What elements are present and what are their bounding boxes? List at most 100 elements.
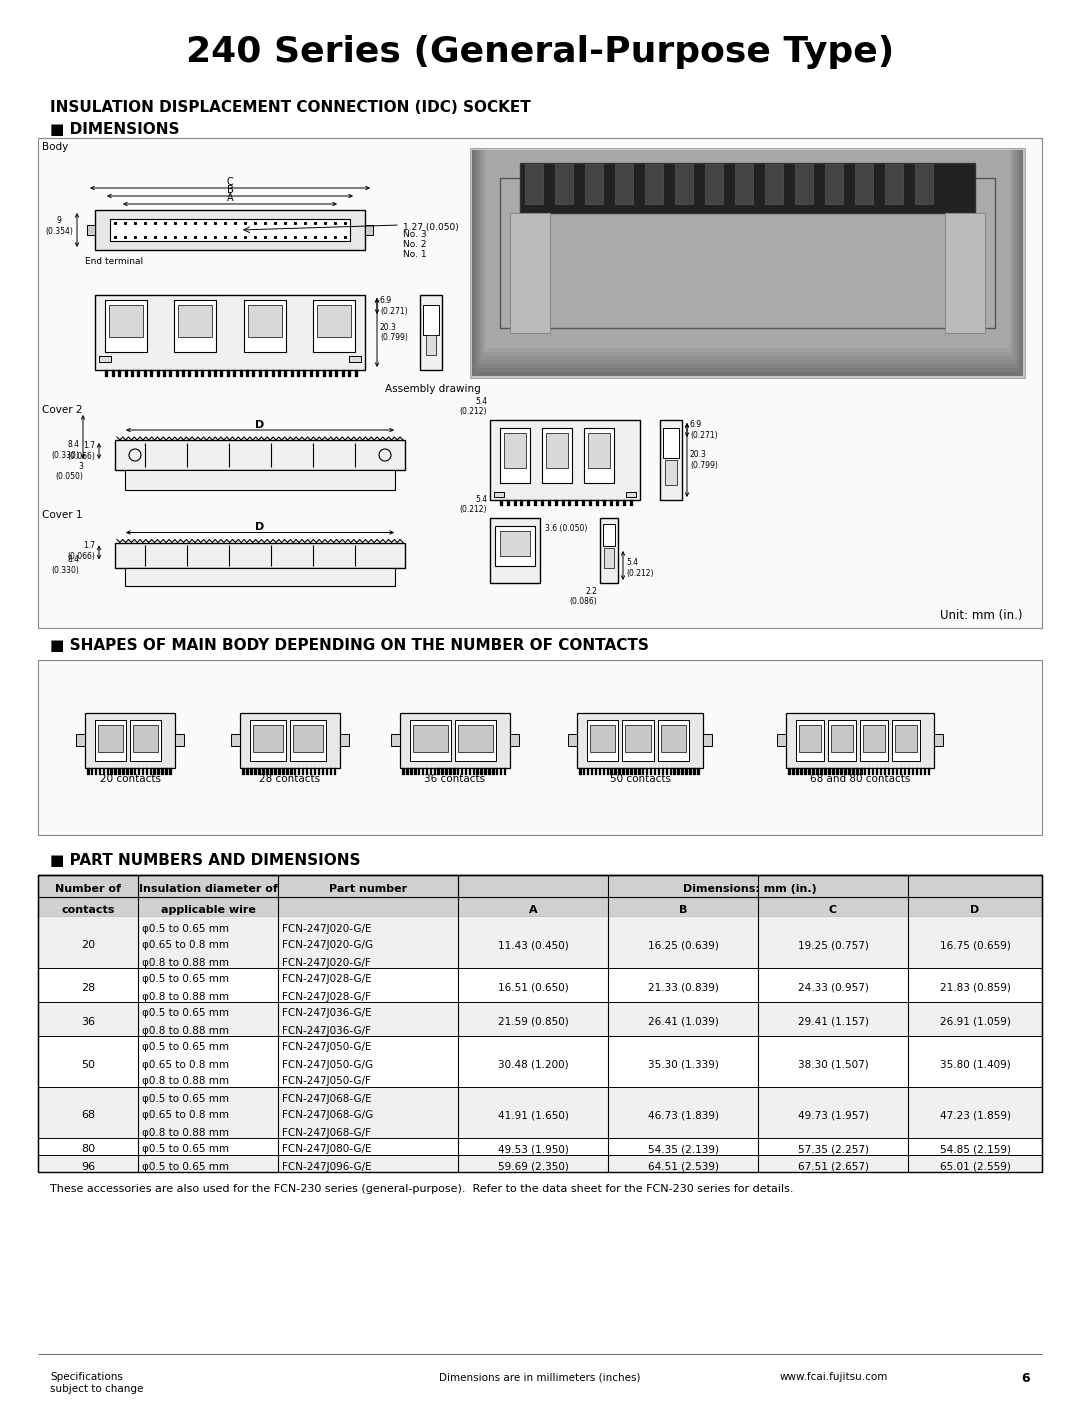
Bar: [650, 767, 652, 774]
Bar: [426, 335, 436, 355]
Bar: [306, 767, 309, 774]
Bar: [253, 725, 283, 751]
Bar: [583, 767, 585, 774]
Bar: [588, 719, 619, 760]
Bar: [137, 370, 140, 377]
Bar: [244, 300, 286, 352]
Text: 64.51 (2.539): 64.51 (2.539): [648, 1161, 718, 1172]
Bar: [231, 735, 240, 746]
Bar: [494, 492, 504, 496]
Text: 16.51 (0.650): 16.51 (0.650): [498, 983, 568, 993]
Bar: [638, 767, 640, 774]
Bar: [410, 719, 451, 760]
Bar: [500, 501, 503, 506]
Text: 6: 6: [1022, 1373, 1030, 1385]
Bar: [134, 767, 136, 774]
Bar: [473, 767, 475, 774]
Bar: [490, 517, 540, 583]
Bar: [507, 501, 510, 506]
Bar: [908, 767, 910, 774]
Bar: [868, 767, 870, 774]
Text: 47.23 (1.859): 47.23 (1.859): [940, 1110, 1011, 1120]
Bar: [476, 150, 1020, 367]
Bar: [298, 767, 300, 774]
Bar: [478, 150, 1017, 365]
Bar: [170, 767, 172, 774]
Bar: [582, 501, 585, 506]
Bar: [329, 370, 332, 377]
Bar: [313, 300, 355, 352]
Bar: [130, 767, 133, 774]
Bar: [892, 767, 894, 774]
Bar: [119, 767, 121, 774]
Bar: [95, 719, 126, 760]
Bar: [626, 492, 636, 496]
Bar: [153, 767, 156, 774]
Bar: [423, 306, 438, 335]
Text: 38.30 (1.507): 38.30 (1.507): [798, 1060, 868, 1070]
Bar: [114, 440, 405, 470]
Bar: [615, 164, 633, 205]
Bar: [157, 370, 160, 377]
Bar: [626, 767, 629, 774]
Bar: [788, 767, 791, 774]
Text: 41.91 (1.650): 41.91 (1.650): [498, 1110, 568, 1120]
Bar: [316, 370, 320, 377]
Bar: [883, 767, 887, 774]
Bar: [820, 767, 823, 774]
Text: contacts: contacts: [62, 906, 114, 916]
Bar: [310, 767, 312, 774]
Bar: [923, 767, 927, 774]
Bar: [555, 164, 573, 205]
Text: φ0.5 to 0.65 mm: φ0.5 to 0.65 mm: [141, 1094, 229, 1103]
Bar: [796, 719, 824, 760]
Bar: [588, 433, 610, 468]
Text: 67.51 (2.657): 67.51 (2.657): [797, 1161, 868, 1172]
Text: φ0.8 to 0.88 mm: φ0.8 to 0.88 mm: [141, 1077, 229, 1087]
Bar: [38, 1138, 1042, 1155]
Text: 50 contacts: 50 contacts: [609, 774, 671, 784]
Bar: [354, 370, 357, 377]
Bar: [294, 767, 297, 774]
Text: φ0.5 to 0.65 mm: φ0.5 to 0.65 mm: [141, 974, 229, 984]
Bar: [795, 164, 813, 205]
Text: FCN-247J028-G/E: FCN-247J028-G/E: [282, 974, 372, 984]
Bar: [622, 719, 653, 760]
Bar: [607, 767, 609, 774]
Bar: [604, 548, 615, 568]
Bar: [271, 370, 274, 377]
Bar: [336, 370, 338, 377]
Bar: [426, 767, 429, 774]
Text: FCN-247J036-G/F: FCN-247J036-G/F: [282, 1025, 372, 1036]
Bar: [482, 150, 1013, 356]
Bar: [609, 501, 612, 506]
Bar: [504, 433, 526, 468]
Bar: [693, 767, 696, 774]
Bar: [125, 470, 395, 491]
Bar: [38, 1070, 1042, 1087]
Bar: [194, 370, 198, 377]
Bar: [178, 306, 213, 336]
Text: 57.35 (2.257): 57.35 (2.257): [797, 1144, 868, 1154]
Bar: [98, 725, 123, 751]
Bar: [130, 719, 161, 760]
Text: A: A: [227, 193, 233, 203]
Bar: [677, 767, 680, 774]
Bar: [38, 1155, 1042, 1172]
Bar: [251, 767, 253, 774]
Bar: [603, 524, 615, 545]
Bar: [170, 370, 173, 377]
Bar: [291, 370, 294, 377]
Text: 6.9
(0.271): 6.9 (0.271): [690, 421, 717, 440]
Bar: [329, 767, 333, 774]
Bar: [95, 210, 365, 250]
Text: FCN-247J020-G/E: FCN-247J020-G/E: [282, 924, 372, 934]
Bar: [476, 767, 478, 774]
Bar: [590, 725, 616, 751]
Bar: [619, 767, 621, 774]
Bar: [681, 767, 684, 774]
Text: D: D: [970, 906, 980, 916]
Text: 20: 20: [81, 941, 95, 951]
Bar: [880, 767, 882, 774]
Bar: [674, 767, 676, 774]
